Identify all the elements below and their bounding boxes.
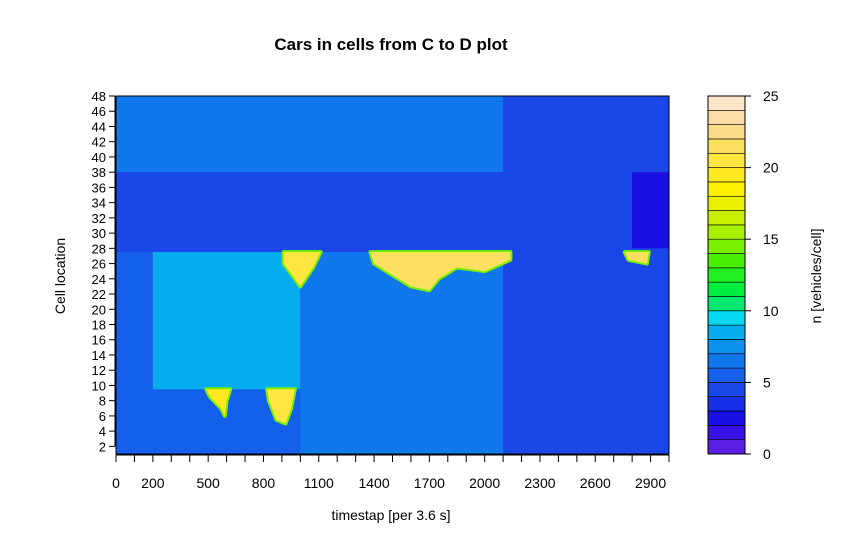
- colorbar-label: n [vehicles/cell]: [808, 229, 824, 324]
- plot-area: [116, 96, 669, 454]
- y-tick-label: 40: [92, 150, 106, 165]
- y-tick-label: 12: [92, 363, 106, 378]
- colorbar-swatch: [707, 181, 746, 197]
- y-tick-label: 22: [92, 287, 106, 302]
- colorbar-swatch: [707, 138, 746, 154]
- chart-title: Cars in cells from C to D plot: [274, 35, 508, 54]
- y-tick-label: 32: [92, 211, 106, 226]
- x-tick-label: 2000: [469, 475, 500, 491]
- colorbar-tick-label: 20: [763, 160, 779, 176]
- colorbar-swatch: [707, 425, 746, 440]
- colorbar-swatch: [707, 238, 746, 254]
- colorbar-swatch: [707, 410, 746, 426]
- region-low-region-early: [152, 252, 301, 390]
- x-tick-label: 200: [141, 475, 165, 491]
- colorbar-swatch: [707, 195, 746, 211]
- y-tick-label: 18: [92, 318, 106, 333]
- x-tick-label: 500: [196, 475, 220, 491]
- colorbar-swatch: [707, 310, 746, 326]
- colorbar-swatch: [707, 353, 746, 369]
- x-tick-label: 2600: [580, 475, 611, 491]
- x-tick-label: 1700: [414, 475, 445, 491]
- y-axis: 2468101214161820222426283032343638404244…: [92, 89, 116, 454]
- x-tick-label: 0: [112, 475, 120, 491]
- colorbar-swatch: [707, 152, 746, 168]
- colorbar-swatch: [707, 339, 746, 355]
- y-tick-label: 44: [92, 119, 106, 134]
- colorbar-swatch: [707, 382, 746, 398]
- x-tick-label: 800: [252, 475, 276, 491]
- y-tick-label: 24: [92, 272, 106, 287]
- y-axis-label: Cell location: [52, 238, 68, 314]
- region-low-region-mid: [300, 252, 504, 454]
- y-tick-label: 34: [92, 196, 106, 211]
- colorbar-swatch: [707, 253, 746, 269]
- y-tick-label: 16: [92, 333, 106, 348]
- y-tick-label: 36: [92, 180, 106, 195]
- colorbar-swatch: [707, 110, 746, 125]
- colorbar-frame: [707, 95, 746, 455]
- colorbar-tick-label: 25: [763, 88, 779, 104]
- x-tick-label: 1100: [304, 475, 334, 491]
- x-axis-label: timestap [per 3.6 s]: [331, 507, 450, 523]
- colorbar-swatch: [707, 210, 746, 226]
- colorbar-swatch: [707, 281, 746, 297]
- region-late-region: [503, 96, 669, 454]
- y-tick-label: 28: [92, 241, 106, 256]
- hotspot-jam-5: [206, 389, 231, 416]
- x-tick-label: 1400: [358, 475, 389, 491]
- hotspot-jam-4: [267, 389, 295, 424]
- colorbar-swatch: [707, 296, 746, 312]
- colorbar-swatch: [707, 367, 746, 383]
- x-tick-label: 2300: [524, 475, 555, 491]
- colorbar-tick-label: 15: [763, 231, 779, 247]
- colorbar-swatch: [707, 124, 746, 140]
- y-tick-label: 26: [92, 257, 106, 272]
- y-tick-label: 14: [92, 348, 106, 363]
- colorbar-swatch: [707, 95, 746, 111]
- y-tick-label: 38: [92, 165, 106, 180]
- y-tick-label: 30: [92, 226, 106, 241]
- hotspot-jam-3: [624, 252, 649, 264]
- colorbar-tick-label: 10: [763, 303, 779, 319]
- hotspot-jam-1: [283, 252, 321, 287]
- y-tick-label: 10: [92, 378, 106, 393]
- y-tick-label: 46: [92, 104, 106, 119]
- colorbar-swatch: [707, 324, 746, 340]
- colorbar-swatch: [707, 267, 746, 283]
- y-tick-label: 2: [99, 439, 106, 454]
- y-tick-label: 6: [99, 409, 106, 424]
- region-dark-right-strip: [632, 172, 669, 249]
- colorbar-swatch: [707, 167, 746, 183]
- colorbar-swatch: [707, 439, 746, 455]
- colorbar-tick-label: 0: [763, 446, 771, 462]
- y-tick-label: 4: [99, 424, 106, 439]
- x-tick-label: 2900: [635, 475, 666, 491]
- colorbar: 0 5 10 15 20 25: [707, 88, 779, 462]
- colorbar-swatch: [707, 224, 746, 240]
- y-tick-label: 42: [92, 135, 106, 150]
- colorbar-swatch: [707, 396, 746, 412]
- plot-frame: [115, 95, 670, 455]
- y-tick-label: 8: [99, 394, 106, 409]
- x-axis: 0 200 500 800 1100 1400 1700 2000 2300 2600 2900: [112, 454, 670, 491]
- y-tick-label: 20: [92, 302, 106, 317]
- hotspot-jam-2: [370, 252, 511, 291]
- y-tick-label: 48: [92, 89, 106, 104]
- colorbar-tick-label: 5: [763, 374, 771, 390]
